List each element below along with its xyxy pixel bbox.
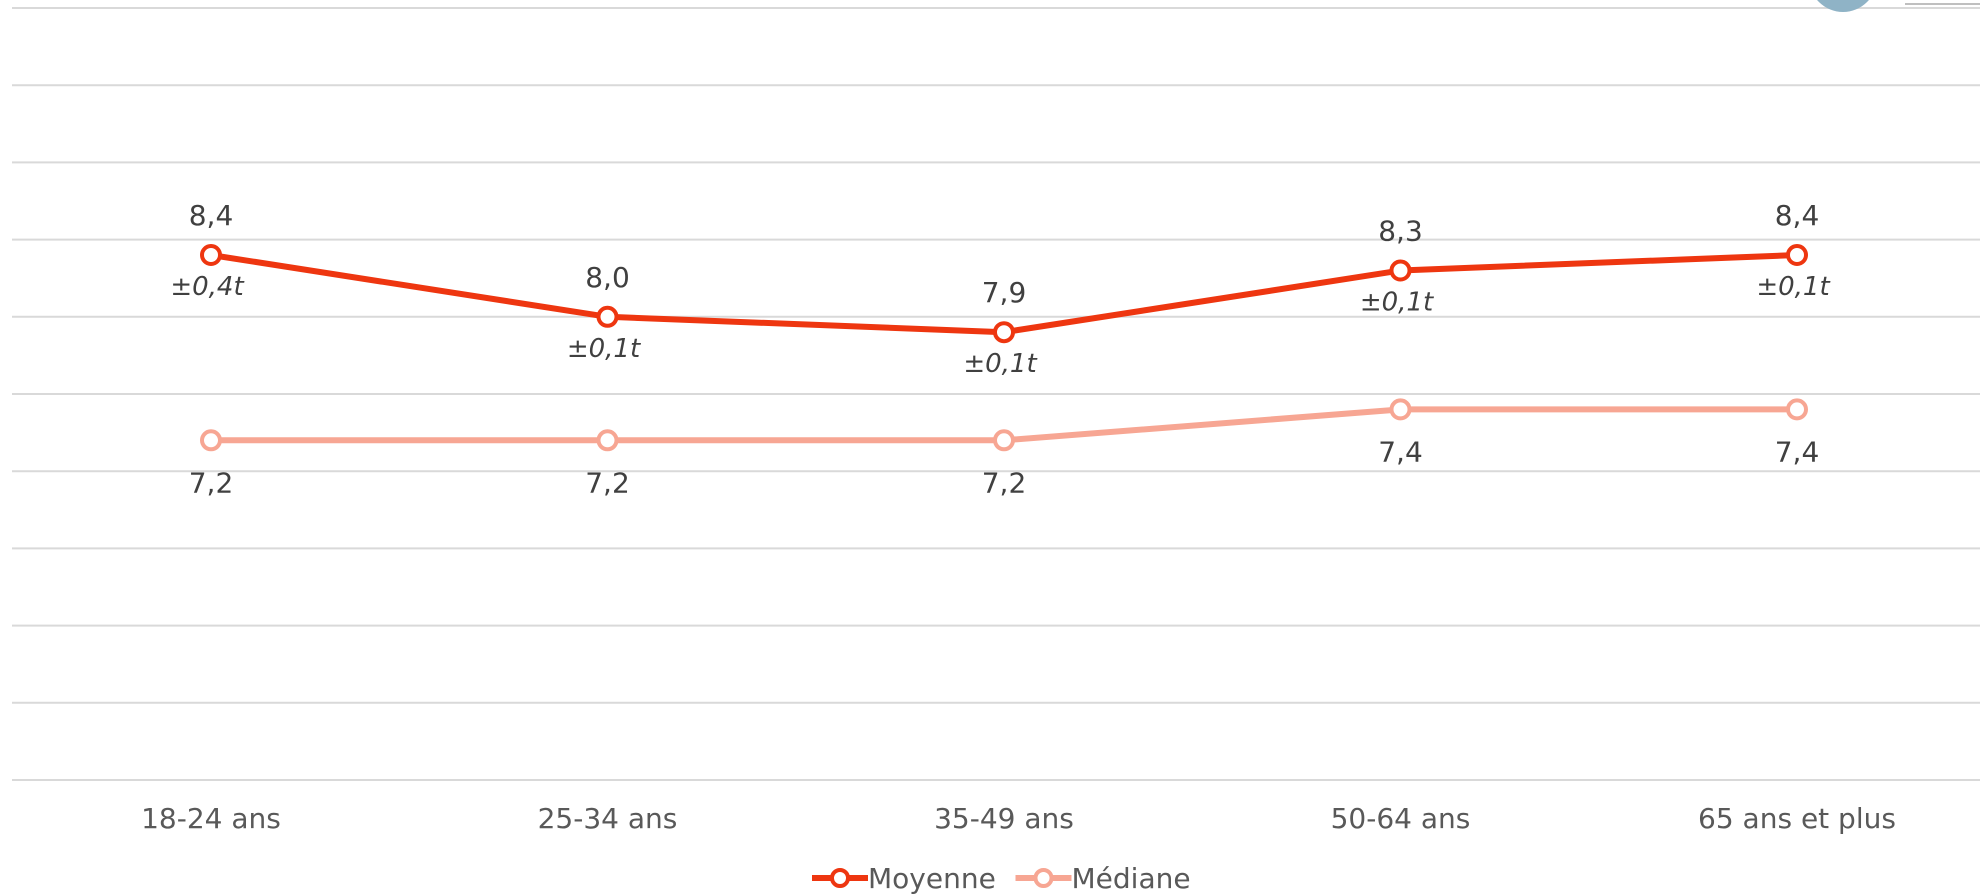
- error-label-moyenne: ±0,1t: [567, 334, 641, 364]
- legend-marker-moyenne: [830, 868, 850, 888]
- x-tick-label: 25-34 ans: [538, 802, 678, 835]
- legend: Moyenne Médiane: [812, 862, 1191, 894]
- data-point-mediane: [1786, 398, 1808, 421]
- data-point-mediane: [200, 429, 222, 452]
- data-label-moyenne: 8,0: [585, 261, 630, 294]
- series-layer: [200, 244, 1808, 452]
- data-label-moyenne: 8,3: [1378, 215, 1423, 248]
- error-label-moyenne: ±0,1t: [963, 349, 1037, 379]
- data-point-moyenne: [993, 321, 1015, 344]
- gridlines: [12, 7, 1980, 781]
- x-tick-label: 50-64 ans: [1331, 802, 1471, 835]
- data-label-mediane: 7,2: [585, 466, 630, 499]
- data-point-mediane: [1389, 398, 1412, 421]
- data-point-moyenne: [1389, 259, 1412, 282]
- x-tick-label: 35-49 ans: [934, 802, 1074, 835]
- data-label-mediane: 7,4: [1378, 435, 1423, 468]
- data-labels: 7,2 7,2 7,2 7,4 7,4 8,4 ±0,4t 8,0 ±0,1t 7,9 ±0,1t 8…: [170, 199, 1830, 499]
- data-label-mediane: 7,2: [982, 466, 1027, 499]
- legend-label-mediane: Médiane: [1072, 862, 1191, 894]
- data-label-moyenne: 8,4: [1775, 199, 1820, 232]
- data-label-moyenne: 7,9: [982, 276, 1027, 309]
- data-point-moyenne: [1786, 244, 1808, 266]
- x-tick-label: 18-24 ans: [141, 802, 281, 835]
- data-point-moyenne: [200, 244, 222, 266]
- x-tick-label: 65 ans et plus: [1698, 802, 1896, 835]
- error-label-moyenne: ±0,1t: [1360, 288, 1434, 318]
- corner-logo-decoration: [1817, 0, 1869, 12]
- data-label-mediane: 7,2: [189, 466, 234, 499]
- error-label-moyenne: ±0,4t: [170, 272, 244, 302]
- data-label-mediane: 7,4: [1775, 435, 1820, 468]
- legend-marker-mediane: [1033, 868, 1054, 888]
- x-axis-tick-labels: 18-24 ans 25-34 ans 35-49 ans 50-64 ans 65 a…: [141, 802, 1896, 835]
- error-label-moyenne: ±0,1t: [1756, 272, 1830, 302]
- data-point-moyenne: [596, 305, 619, 328]
- data-point-mediane: [993, 429, 1015, 452]
- legend-label-moyenne: Moyenne: [868, 862, 996, 894]
- data-point-mediane: [596, 429, 619, 452]
- data-label-moyenne: 8,4: [189, 199, 234, 232]
